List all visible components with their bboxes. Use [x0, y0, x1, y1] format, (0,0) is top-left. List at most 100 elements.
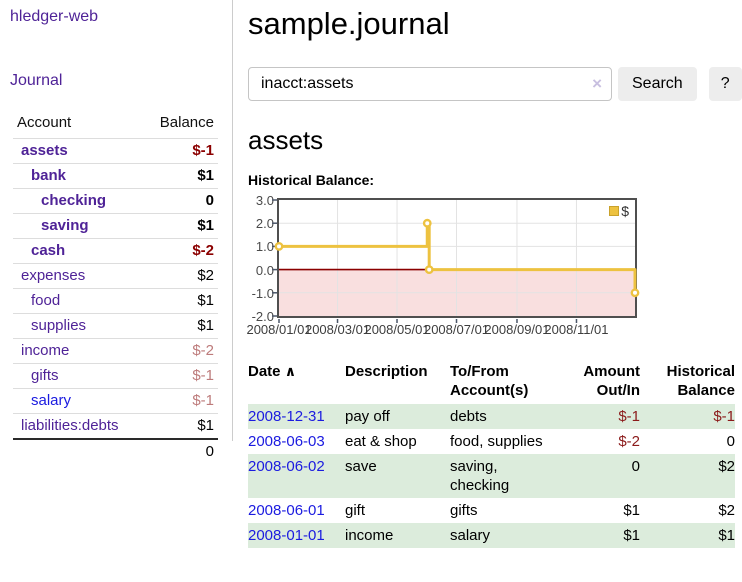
x-tick-label: 2008/01/01 — [246, 322, 312, 337]
transaction-amount: $-1 — [618, 408, 640, 425]
account-row: gifts $-1 — [13, 363, 218, 389]
transaction-date-link[interactable]: 2008-06-03 — [248, 433, 325, 450]
x-tick-label: 2008/07/01 — [423, 322, 490, 337]
transaction-description: gift — [345, 502, 366, 519]
transaction-balance: 0 — [726, 433, 735, 450]
transactions-table: Date ∧ Description To/From Account(s) Am… — [248, 360, 735, 548]
transaction-date-link[interactable]: 2008-12-31 — [248, 408, 325, 425]
y-tick-label: -2.0 — [251, 309, 274, 324]
transaction-row: 2008-12-31 pay off debts $-1 $-1 — [248, 404, 735, 429]
transaction-row: 2008-06-01 gift gifts $1 $2 — [248, 498, 735, 523]
sidebar: hledger-web Journal Account Balance asse… — [0, 0, 233, 464]
transaction-date-link[interactable]: 2008-06-01 — [248, 502, 325, 519]
account-balance: $-2 — [141, 338, 218, 364]
account-link[interactable]: gifts — [31, 367, 59, 384]
y-tick-label: -1.0 — [251, 285, 274, 301]
sidebar-item-journal[interactable]: Journal — [10, 72, 63, 89]
y-tick-label: 0.0 — [255, 262, 274, 278]
transaction-accounts: debts — [450, 408, 487, 425]
account-row: expenses $2 — [13, 263, 218, 289]
transaction-accounts: food, supplies — [450, 433, 543, 450]
help-button[interactable]: ? — [708, 67, 742, 101]
y-tick-label: 2.0 — [255, 216, 274, 232]
x-tick-label: 2008/09/01 — [484, 322, 550, 337]
accounts-total-value: 0 — [141, 438, 218, 464]
x-tick-label: 2008/05/01 — [364, 322, 430, 337]
transaction-row: 2008-06-02 save saving, checking 0 $2 — [248, 454, 735, 498]
transactions-header-row: Date ∧ Description To/From Account(s) Am… — [248, 360, 735, 404]
chart-plot-area: $ — [272, 198, 640, 323]
account-row: cash $-2 — [13, 238, 218, 264]
account-link[interactable]: supplies — [31, 317, 87, 334]
account-heading: assets — [248, 125, 324, 155]
transaction-date-link[interactable]: 2008-06-02 — [248, 458, 325, 475]
account-link[interactable]: bank — [31, 167, 67, 184]
search-button[interactable]: Search — [618, 67, 697, 101]
col-header-description: Description — [345, 363, 428, 380]
y-tick-label: 3.0 — [255, 193, 274, 208]
transaction-row: 2008-01-01 income salary $1 $1 — [248, 523, 735, 548]
account-row: assets $-1 — [13, 138, 218, 164]
transaction-date-link[interactable]: 2008-01-01 — [248, 527, 325, 544]
x-tick-label: 2008/11/01 — [544, 322, 609, 337]
accounts-table: Account Balance assets $-1 bank $1 checking 0… — [13, 112, 218, 464]
col-header-balance: Historical Balance — [666, 363, 735, 399]
transaction-amount: $-2 — [618, 433, 640, 450]
account-balance: $-2 — [141, 238, 218, 264]
sort-ascending-icon: ∧ — [284, 363, 297, 379]
transaction-description: income — [345, 527, 394, 544]
account-link[interactable]: cash — [31, 242, 66, 259]
transaction-amount: $1 — [623, 527, 640, 544]
account-link[interactable]: salary — [31, 392, 72, 409]
transaction-balance: $2 — [718, 458, 735, 475]
account-balance: $-1 — [141, 138, 218, 164]
col-header-accounts: To/From Account(s) — [450, 363, 529, 399]
page-title: sample.journal — [248, 6, 450, 41]
account-balance: $1 — [141, 313, 218, 339]
clear-search-icon[interactable]: × — [592, 74, 602, 93]
transaction-balance: $-1 — [713, 408, 735, 425]
search-input[interactable] — [248, 67, 612, 101]
account-link[interactable]: expenses — [21, 267, 86, 284]
account-row: checking 0 — [13, 188, 218, 214]
series-swatch-icon — [609, 206, 620, 216]
account-row: income $-2 — [13, 338, 218, 364]
account-balance: $2 — [141, 263, 218, 289]
account-link[interactable]: income — [21, 342, 70, 359]
account-row: salary $-1 — [13, 388, 218, 414]
transaction-amount: 0 — [631, 458, 640, 475]
transaction-amount: $1 — [623, 502, 640, 519]
historical-balance-chart[interactable]: 3.0 2.0 1.0 0.0 -1.0 -2.0 $ 2008/01/01 2008/03… — [246, 193, 735, 340]
transaction-balance: $2 — [718, 502, 735, 519]
account-link[interactable]: food — [31, 292, 61, 309]
account-row: bank $1 — [13, 163, 218, 189]
account-balance: $1 — [141, 413, 218, 439]
account-link[interactable]: saving — [41, 217, 89, 234]
transaction-accounts: gifts — [450, 502, 478, 519]
account-balance: $1 — [141, 213, 218, 239]
account-balance: $-1 — [141, 388, 218, 414]
account-link[interactable]: liabilities:debts — [21, 417, 119, 434]
transaction-accounts: salary — [450, 527, 491, 544]
series-label: $ — [621, 203, 629, 219]
account-row: food $1 — [13, 288, 218, 314]
account-link[interactable]: assets — [21, 142, 68, 159]
account-row: saving $1 — [13, 213, 218, 239]
chart-legend: $ — [608, 203, 630, 219]
account-row: supplies $1 — [13, 313, 218, 339]
main-content: sample.journal × Search ? assets Histori… — [246, 0, 742, 548]
transaction-balance: $1 — [718, 527, 735, 544]
app-title-link[interactable]: hledger-web — [10, 8, 99, 25]
transaction-description: pay off — [345, 408, 390, 425]
account-link[interactable]: checking — [41, 192, 107, 209]
y-tick-label: 1.0 — [255, 239, 274, 255]
col-header-date: Date ∧ — [248, 363, 297, 380]
account-row: liabilities:debts $1 — [13, 413, 218, 439]
account-balance: $1 — [141, 288, 218, 314]
account-balance: $1 — [141, 163, 218, 189]
account-balance: $-1 — [141, 363, 218, 389]
col-header-amount: Amount Out/In — [583, 363, 640, 399]
accounts-total-row: 0 — [13, 438, 218, 464]
transaction-accounts: saving, checking — [450, 458, 510, 494]
chart-title: Historical Balance: — [248, 172, 375, 188]
